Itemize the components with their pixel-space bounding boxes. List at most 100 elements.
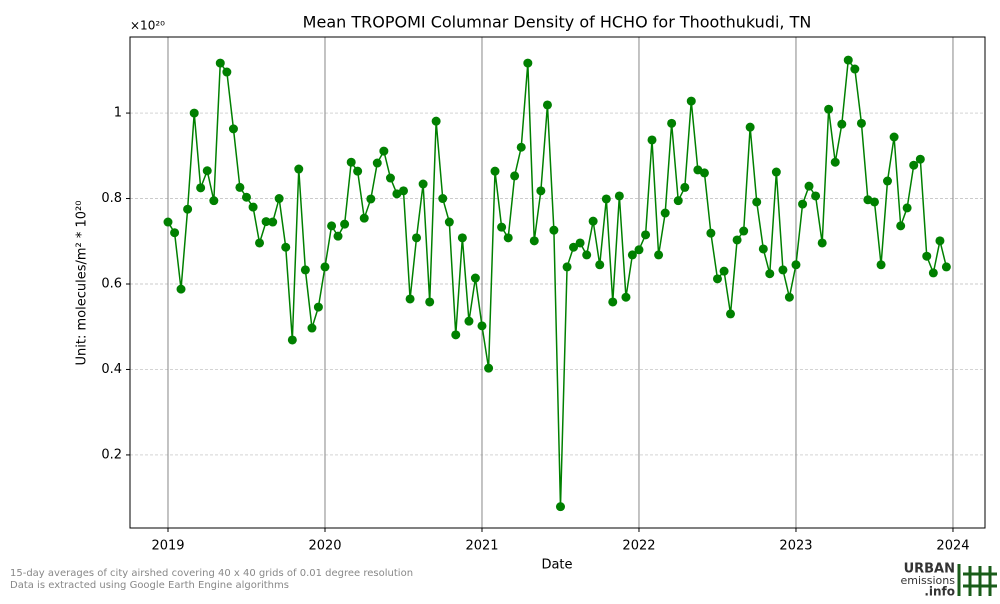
logo-text: emissions [901, 574, 956, 587]
point [281, 242, 291, 252]
point [215, 58, 225, 68]
y-tick-label: 1 [114, 106, 122, 121]
point [869, 197, 879, 207]
point [837, 119, 847, 129]
point [274, 194, 284, 204]
y-axis-label: Unit: molecules/m² * 10²⁰ [75, 201, 90, 366]
point [307, 323, 317, 333]
point [712, 274, 722, 284]
point [758, 244, 768, 254]
point [170, 228, 180, 238]
point [634, 245, 644, 255]
point [523, 58, 533, 68]
point [268, 217, 278, 227]
point [209, 196, 219, 206]
x-tick-label: 2020 [308, 539, 341, 554]
point [660, 208, 670, 218]
logo-text: URBAN [904, 562, 955, 577]
point [804, 181, 814, 191]
point [497, 222, 507, 232]
point [706, 228, 716, 238]
point [654, 250, 664, 260]
point [464, 316, 474, 326]
point [385, 173, 395, 183]
point [601, 194, 611, 204]
y-tick-label: 0.2 [101, 447, 122, 462]
point [889, 132, 899, 142]
point [241, 192, 251, 202]
point [333, 231, 343, 241]
point [915, 154, 925, 164]
point [398, 186, 408, 196]
line [167, 58, 948, 507]
point [405, 294, 415, 304]
point [412, 233, 422, 243]
point [549, 225, 559, 235]
y-tick-label: 0.4 [101, 362, 122, 377]
plot-area: 0.2 0.4 0.6 0.8 1 2019 2020 2021 2022 2023 2024 [101, 37, 985, 554]
point [346, 157, 356, 167]
point [425, 297, 435, 307]
point [183, 204, 193, 214]
logo-text: .info [924, 585, 955, 599]
x-tick-label: 2019 [151, 539, 184, 554]
point [300, 265, 310, 275]
point [856, 118, 866, 128]
point [621, 292, 631, 302]
point [784, 292, 794, 302]
point [739, 226, 749, 236]
point [614, 191, 624, 201]
point [359, 213, 369, 223]
point [752, 197, 762, 207]
point [490, 166, 500, 176]
point [922, 251, 932, 261]
point [732, 235, 742, 245]
point [562, 262, 572, 272]
point [327, 221, 337, 231]
point [627, 250, 637, 260]
point [228, 124, 238, 134]
x-tick-label: 2022 [622, 539, 655, 554]
point [418, 179, 428, 189]
point [686, 96, 696, 106]
point [451, 330, 461, 340]
point [235, 182, 245, 192]
point [726, 309, 736, 319]
point [444, 217, 454, 227]
point [248, 202, 258, 212]
point [372, 158, 382, 168]
point [608, 297, 618, 307]
y-tick-label: 0.6 [101, 276, 122, 291]
point [778, 265, 788, 275]
point [765, 269, 775, 279]
point [569, 242, 579, 252]
point [575, 238, 585, 248]
point [588, 216, 598, 226]
point [830, 157, 840, 167]
point [222, 67, 232, 77]
y-multiplier: ×10²⁰ [130, 19, 165, 33]
point [176, 284, 186, 294]
point [811, 191, 821, 201]
point [928, 268, 938, 278]
point [457, 233, 467, 243]
x-tick-label: 2021 [465, 539, 498, 554]
point [379, 146, 389, 156]
point [647, 135, 657, 145]
point [883, 176, 893, 186]
x-tick-label: 2023 [779, 539, 812, 554]
point [431, 116, 441, 126]
logo-icon [957, 564, 997, 596]
y-tick-label: 0.8 [101, 191, 122, 206]
point [542, 100, 552, 110]
x-axis-label: Date [541, 558, 572, 573]
point [438, 194, 448, 204]
point [817, 238, 827, 248]
point [340, 219, 350, 229]
point [896, 221, 906, 231]
point [680, 182, 690, 192]
point [189, 108, 199, 118]
point [320, 262, 330, 272]
point [902, 203, 912, 213]
footnote: Data is extracted using Google Earth Eng… [10, 580, 289, 591]
